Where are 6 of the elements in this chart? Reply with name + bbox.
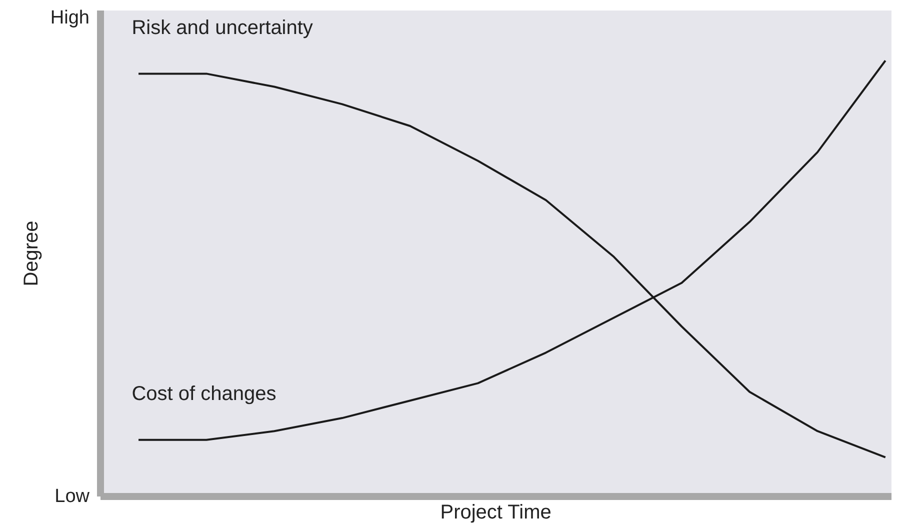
text: High xyxy=(50,7,90,28)
x-axis-title: Project Time xyxy=(440,502,552,524)
series-label: Risk and uncertainty xyxy=(132,16,313,39)
series-label: Cost of changes xyxy=(132,382,276,405)
text: Low xyxy=(54,486,90,507)
y-axis-title: Degree xyxy=(20,220,42,286)
